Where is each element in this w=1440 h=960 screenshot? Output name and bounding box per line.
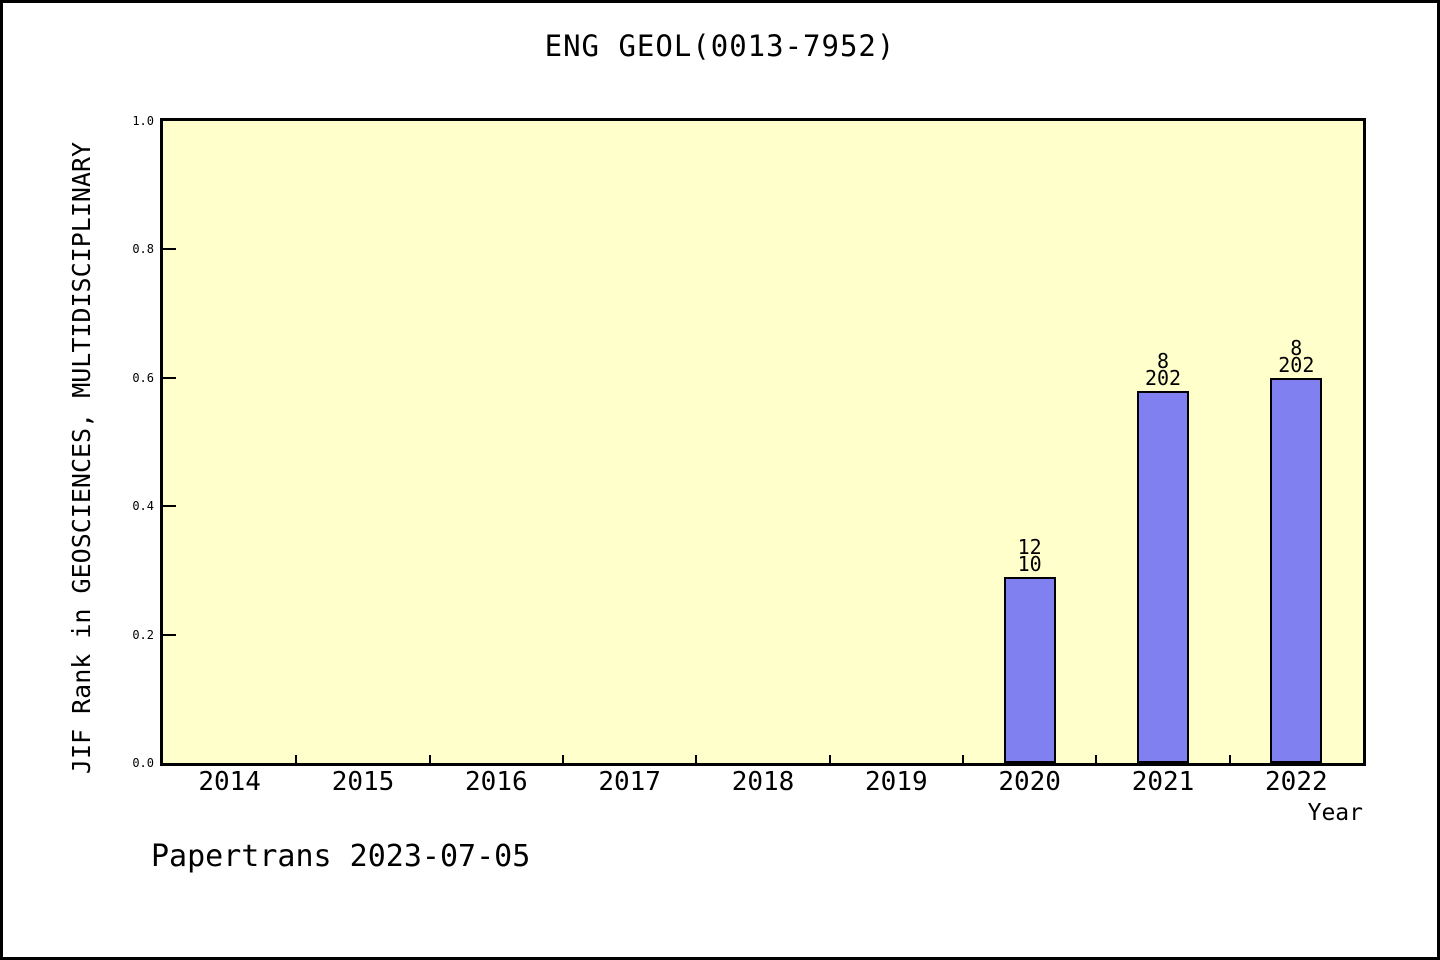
y-tick-label: 1.0 (132, 114, 154, 128)
plot-area: 12 10 8 202 8 202 (160, 118, 1366, 766)
bar (1137, 391, 1189, 763)
x-tick-label: 2021 (1131, 767, 1195, 797)
x-tick-mark (428, 755, 431, 763)
x-tick-label: 2017 (598, 767, 661, 797)
y-tick-label: 0.6 (132, 370, 154, 385)
x-tick-mark (828, 755, 831, 763)
x-tick-label: 2014 (198, 767, 261, 797)
y-tick-mark (163, 376, 176, 379)
bar-value-label: 12 10 (1017, 535, 1042, 576)
y-tick-mark (163, 633, 176, 636)
x-tick-mark (295, 755, 298, 763)
chart-title: ENG GEOL(0013-7952) (544, 29, 896, 63)
x-axis-label: Year (1307, 800, 1363, 826)
y-axis-label: JIF Rank in GEOSCIENCES, MULTIDISCIPLINA… (67, 141, 96, 775)
y-tick-label: 0.8 (132, 242, 154, 257)
x-tick-label: 2020 (998, 767, 1061, 797)
bar (1270, 378, 1323, 763)
y-tick-label: 0.0 (132, 756, 154, 770)
x-tick-mark (562, 755, 564, 763)
bar (1003, 577, 1056, 763)
x-tick-mark (1095, 755, 1098, 763)
x-tick-mark (962, 755, 964, 763)
x-tick-label: 2018 (731, 767, 795, 797)
x-tick-label: 2019 (865, 767, 928, 797)
y-tick-label: 0.4 (132, 499, 154, 514)
x-tick-mark (695, 755, 698, 763)
x-tick-mark (1228, 755, 1231, 763)
watermark-text: Papertrans 2023-07-05 (151, 839, 531, 874)
bar-value-label: 8 202 (1144, 349, 1182, 390)
x-tick-label: 2015 (331, 767, 395, 797)
y-tick-mark (163, 505, 176, 508)
x-tick-label: 2022 (1265, 767, 1328, 797)
x-tick-label: 2016 (465, 767, 528, 797)
plot-inner-region: 12 10 8 202 8 202 (163, 121, 1363, 763)
y-tick-mark (163, 248, 176, 251)
y-tick-label: 0.2 (132, 627, 154, 642)
bar-value-label: 8 202 (1278, 336, 1315, 377)
